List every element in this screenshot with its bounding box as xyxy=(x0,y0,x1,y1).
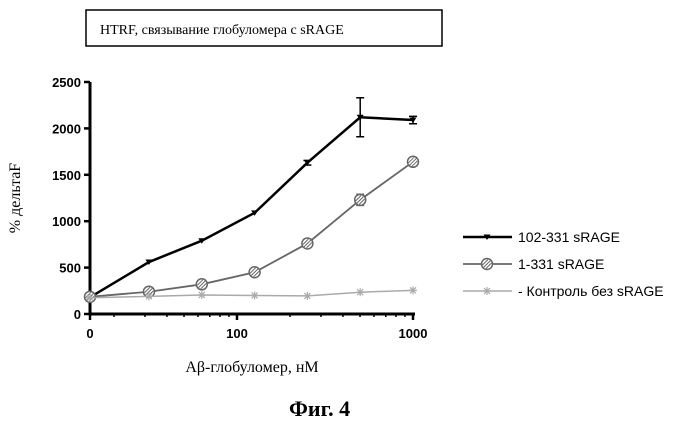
data-point xyxy=(409,286,417,295)
figure-caption: Фиг. 4 xyxy=(289,396,350,421)
data-point xyxy=(356,114,364,121)
data-point xyxy=(483,287,491,295)
data-point xyxy=(86,293,94,302)
data-point xyxy=(356,288,365,297)
data-point xyxy=(198,238,206,244)
legend-label: - Контроль без sRAGE xyxy=(518,283,664,299)
y-ticks: 0 500 1000 1500 2000 2500 xyxy=(52,75,90,322)
x-tick-label: 0 xyxy=(86,326,93,341)
legend-item: 1-331 sRAGE xyxy=(463,256,604,272)
series-2 xyxy=(83,155,420,304)
legend: 102-331 sRAGE 1-331 sRAGE - Контроль без s… xyxy=(463,229,664,299)
data-point xyxy=(144,292,153,301)
series-3 xyxy=(86,286,417,302)
chart-title-box xyxy=(85,9,443,47)
axes xyxy=(88,82,415,316)
data-point xyxy=(195,278,209,291)
y-tick-label: 2500 xyxy=(52,75,81,90)
data-point xyxy=(483,234,491,240)
data-point xyxy=(480,257,494,271)
y-axis-label: % дельтаF xyxy=(7,163,24,234)
x-axis-label: Aβ-глобуломер, нМ xyxy=(185,359,318,376)
x-tick-label: 100 xyxy=(226,326,248,341)
data-point xyxy=(409,117,417,124)
series-1 xyxy=(86,97,417,301)
legend-label: 102-331 sRAGE xyxy=(518,229,620,245)
series-layer xyxy=(83,97,420,304)
y-tick-label: 500 xyxy=(59,261,81,276)
data-point xyxy=(251,210,259,216)
data-point xyxy=(248,265,261,279)
chart-title: HTRF, связывание глобуломера с sRAGE xyxy=(100,23,344,38)
y-tick-label: 0 xyxy=(74,307,81,322)
legend-item: - Контроль без sRAGE xyxy=(463,283,664,299)
data-point xyxy=(301,237,314,250)
data-point xyxy=(145,259,153,266)
y-tick-label: 2000 xyxy=(52,121,81,136)
data-point xyxy=(197,290,206,299)
data-point xyxy=(250,291,259,300)
legend-item: 102-331 sRAGE xyxy=(463,229,620,245)
legend-label: 1-331 sRAGE xyxy=(518,256,604,272)
y-tick-label: 1000 xyxy=(52,214,81,229)
x-tick-label: 1000 xyxy=(399,326,428,341)
y-tick-label: 1500 xyxy=(52,168,81,183)
data-point xyxy=(406,155,420,169)
series-line xyxy=(89,289,414,299)
data-point xyxy=(303,160,311,166)
data-point xyxy=(303,291,312,300)
data-point xyxy=(353,193,367,207)
x-ticks: 0 100 1000 xyxy=(86,314,427,341)
